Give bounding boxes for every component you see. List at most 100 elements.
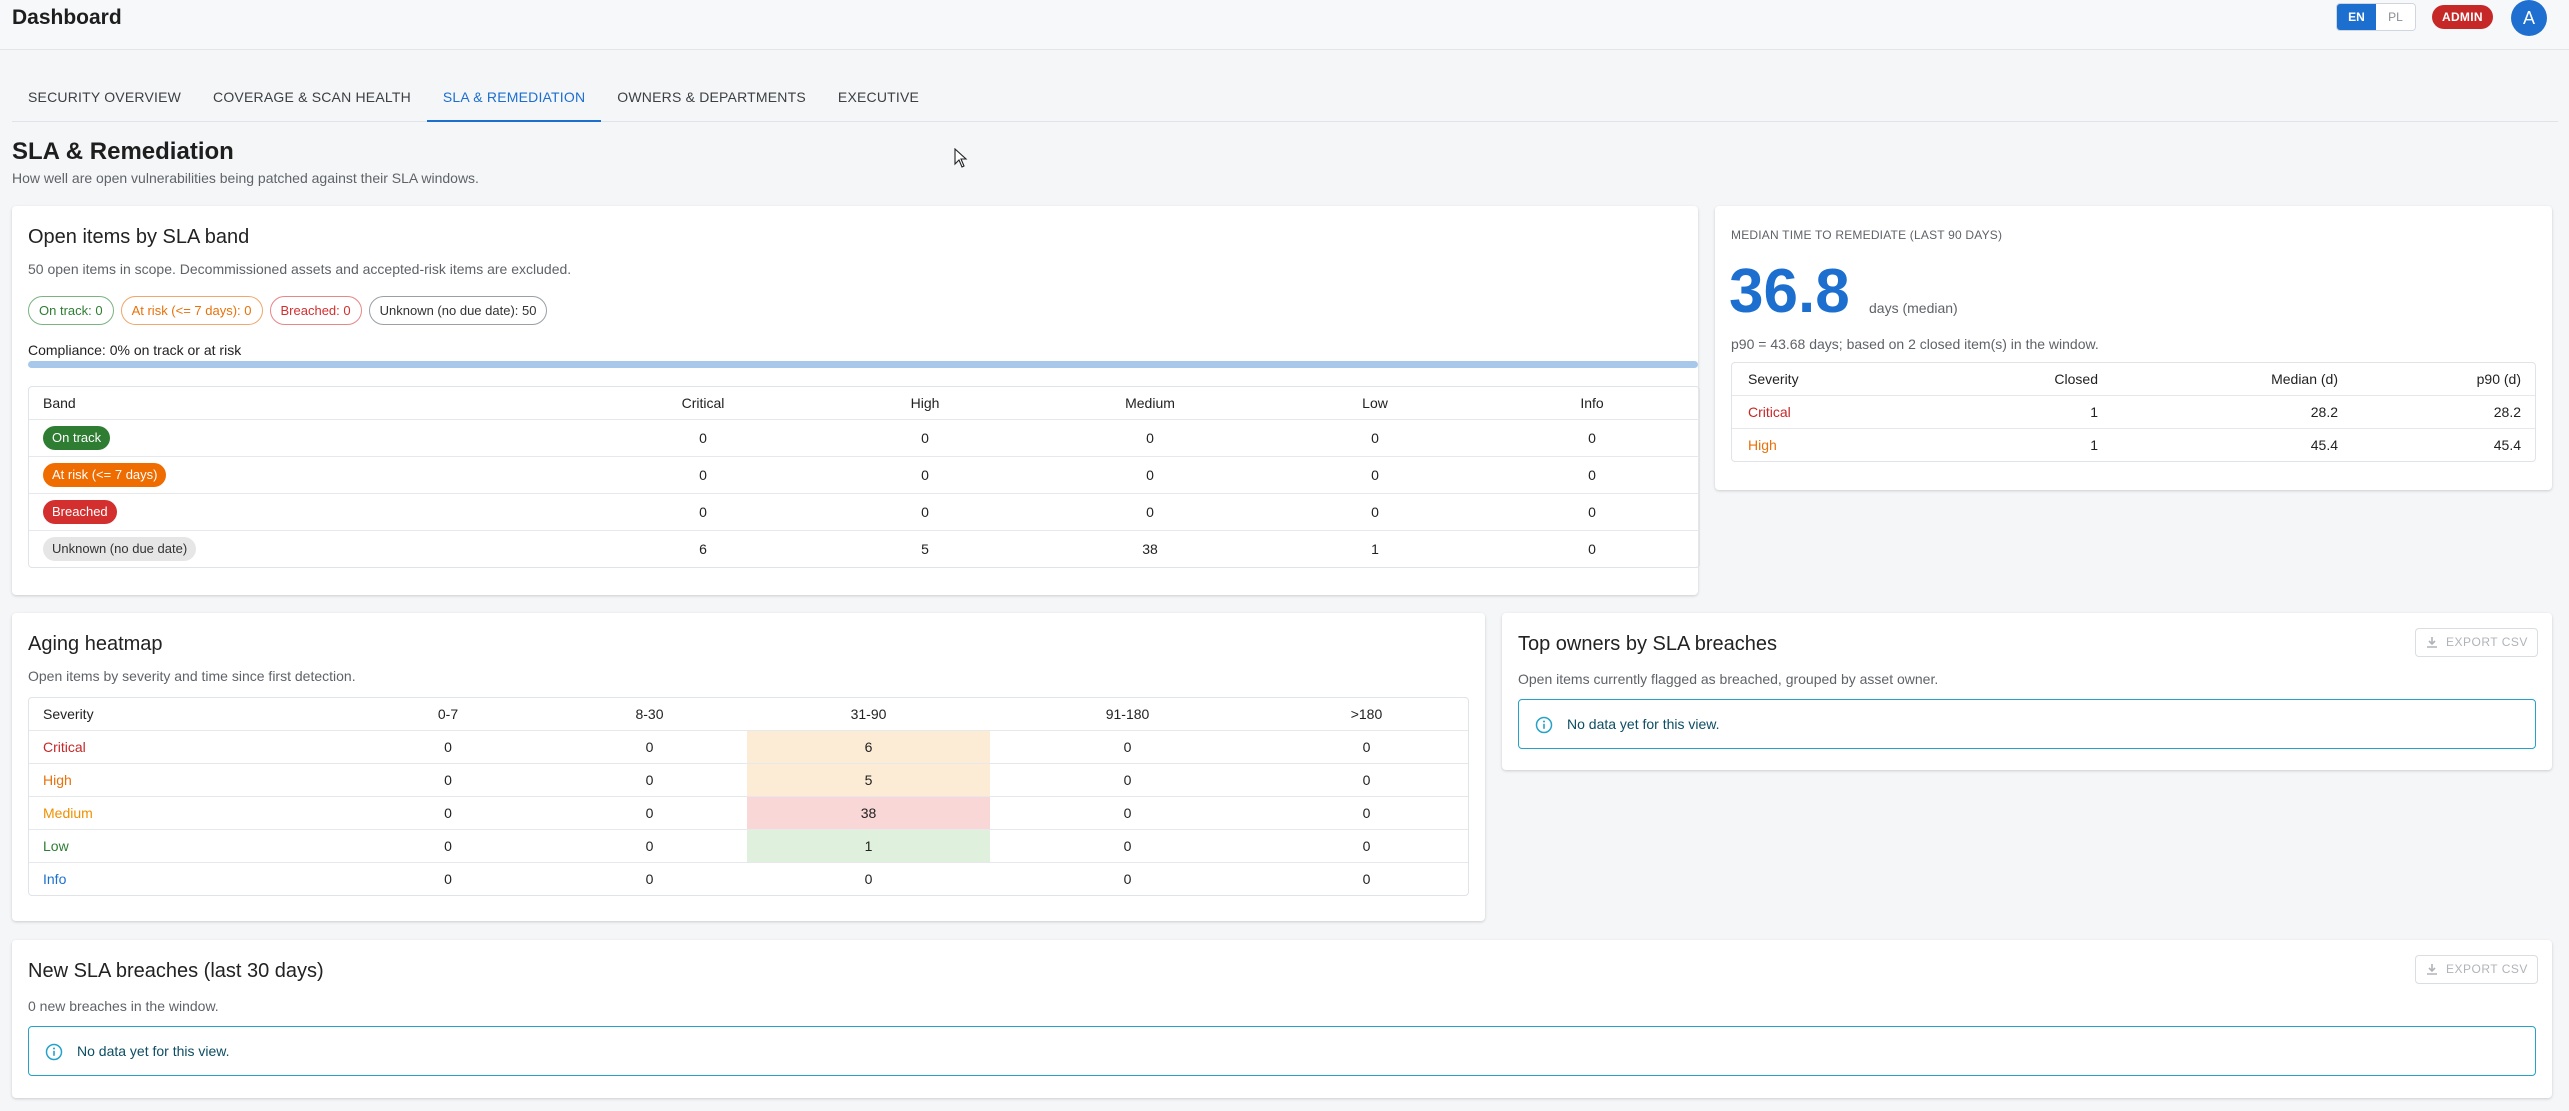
table-header-row: Band Critical High Medium Low Info bbox=[29, 387, 1699, 420]
app-title: Dashboard bbox=[12, 6, 122, 29]
empty-state-text: No data yet for this view. bbox=[1567, 716, 1720, 732]
mttr-card: MEDIAN TIME TO REMEDIATE (LAST 90 DAYS) … bbox=[1715, 206, 2552, 490]
language-toggle[interactable]: EN PL bbox=[2336, 3, 2416, 31]
lang-en-button[interactable]: EN bbox=[2337, 4, 2376, 30]
table-cell: 1 bbox=[2090, 436, 2098, 453]
table-row: Low 0 0 1 0 0 bbox=[29, 829, 1468, 863]
sla-band-card: Open items by SLA band 50 open items in … bbox=[12, 206, 1700, 595]
card-title: Top owners by SLA breaches bbox=[1518, 633, 1778, 655]
heat-cell: 0 bbox=[990, 829, 1265, 863]
heat-cell: 0 bbox=[552, 730, 747, 764]
page-title: SLA & Remediation bbox=[12, 138, 234, 165]
column-header: 91-180 bbox=[990, 698, 1265, 731]
lang-pl-button[interactable]: PL bbox=[2376, 4, 2415, 30]
tab-sla-remediation[interactable]: SLA & REMEDIATION bbox=[426, 78, 602, 122]
aging-heatmap-table: Severity 0-7 8-30 31-90 91-180 >180 Crit… bbox=[28, 697, 1469, 896]
band-cell: Breached bbox=[29, 493, 591, 531]
column-header: 8-30 bbox=[552, 698, 747, 731]
table-cell: 28.2 bbox=[2112, 395, 2352, 429]
compliance-label: Compliance: 0% on track or at risk bbox=[28, 342, 242, 358]
band-pill-at-risk: At risk (<= 7 days) bbox=[43, 462, 167, 487]
table-cell: 0 bbox=[591, 493, 815, 531]
mttr-label: MEDIAN TIME TO REMEDIATE (LAST 90 DAYS) bbox=[1731, 228, 2003, 242]
heat-cell: 0 bbox=[1265, 730, 1468, 764]
empty-state-alert: No data yet for this view. bbox=[28, 1026, 2536, 1076]
export-csv-button[interactable]: EXPORT CSV bbox=[2415, 955, 2538, 984]
heat-cell: 0 bbox=[552, 829, 747, 863]
heat-cell: 0 bbox=[1265, 763, 1468, 797]
empty-state-text: No data yet for this view. bbox=[77, 1043, 230, 1059]
tab-owners-departments[interactable]: OWNERS & DEPARTMENTS bbox=[617, 89, 806, 105]
heat-cell: 5 bbox=[747, 763, 990, 797]
table-cell: 0 bbox=[1485, 493, 1699, 531]
heat-cell: 1 bbox=[747, 829, 990, 863]
export-csv-button[interactable]: EXPORT CSV bbox=[2415, 628, 2538, 657]
download-icon bbox=[2427, 637, 2437, 648]
tab-coverage-scan-health[interactable]: COVERAGE & SCAN HEALTH bbox=[213, 89, 411, 105]
mttr-severity-table: Severity Closed Median (d) p90 (d) Criti… bbox=[1731, 362, 2536, 462]
chip-on-track[interactable]: On track: 0 bbox=[28, 296, 114, 325]
severity-label: High bbox=[29, 763, 344, 797]
card-subtitle: Open items currently flagged as breached… bbox=[1518, 671, 1939, 687]
band-cell: At risk (<= 7 days) bbox=[29, 456, 591, 494]
card-title: New SLA breaches (last 30 days) bbox=[28, 960, 324, 982]
column-header: Median (d) bbox=[2112, 363, 2352, 396]
column-header: Severity bbox=[1732, 363, 1932, 396]
card-subtitle: 50 open items in scope. Decommissioned a… bbox=[28, 261, 572, 277]
table-cell: 0 bbox=[1588, 540, 1596, 557]
heat-cell: 0 bbox=[344, 763, 552, 797]
heat-cell: 0 bbox=[645, 870, 654, 887]
mouse-cursor-icon bbox=[954, 148, 968, 168]
mttr-note: p90 = 43.68 days; based on 2 closed item… bbox=[1731, 336, 2099, 352]
column-header: Critical bbox=[591, 387, 815, 420]
column-header: >180 bbox=[1265, 698, 1468, 731]
table-cell: 0 bbox=[815, 493, 1035, 531]
heat-cell: 0 bbox=[344, 730, 552, 764]
column-header: Info bbox=[1485, 387, 1699, 420]
severity-label: Medium bbox=[29, 796, 344, 830]
table-row: Critical 0 0 6 0 0 bbox=[29, 730, 1468, 764]
column-header: Low bbox=[1265, 387, 1485, 420]
table-cell: 0 bbox=[1265, 456, 1485, 494]
tab-executive[interactable]: EXECUTIVE bbox=[837, 89, 920, 105]
column-header: Band bbox=[29, 387, 591, 420]
role-badge: ADMIN bbox=[2432, 5, 2493, 29]
chip-unknown[interactable]: Unknown (no due date): 50 bbox=[368, 296, 548, 325]
table-row: High 0 0 5 0 0 bbox=[29, 763, 1468, 797]
tab-bar: SECURITY OVERVIEW COVERAGE & SCAN HEALTH… bbox=[12, 78, 2558, 122]
mttr-unit: days (median) bbox=[1869, 300, 1958, 316]
aging-heatmap-card: Aging heatmap Open items by severity and… bbox=[12, 613, 1485, 921]
heat-cell: 0 bbox=[990, 796, 1265, 830]
table-row: High 1 45.4 45.4 bbox=[1732, 428, 2535, 461]
chip-at-risk[interactable]: At risk (<= 7 days): 0 bbox=[120, 296, 263, 325]
heat-cell: 0 bbox=[1362, 870, 1371, 887]
empty-state-alert: No data yet for this view. bbox=[1518, 699, 2536, 749]
chip-breached[interactable]: Breached: 0 bbox=[269, 296, 362, 325]
table-cell: 0 bbox=[591, 419, 815, 457]
table-row: Breached 0 0 0 0 0 bbox=[29, 493, 1699, 531]
compliance-progress-bar bbox=[28, 361, 1698, 368]
column-header: Severity bbox=[29, 698, 344, 731]
avatar[interactable]: A bbox=[2511, 0, 2547, 36]
heat-cell: 0 bbox=[990, 763, 1265, 797]
table-cell: 1 bbox=[1371, 540, 1379, 557]
tab-security-overview[interactable]: SECURITY OVERVIEW bbox=[28, 89, 182, 105]
new-breaches-card: New SLA breaches (last 30 days) 0 new br… bbox=[12, 940, 2552, 1098]
table-row: Critical 1 28.2 28.2 bbox=[1732, 395, 2535, 429]
column-header: 0-7 bbox=[344, 698, 552, 731]
card-title: Aging heatmap bbox=[28, 633, 163, 655]
table-header-row: Severity 0-7 8-30 31-90 91-180 >180 bbox=[29, 698, 1468, 731]
heat-cell: 38 bbox=[747, 796, 990, 830]
table-cell: 0 bbox=[1485, 419, 1699, 457]
heat-cell: 0 bbox=[1265, 796, 1468, 830]
top-owners-card: Top owners by SLA breaches Open items cu… bbox=[1502, 613, 2552, 770]
table-header-row: Severity Closed Median (d) p90 (d) bbox=[1732, 363, 2535, 396]
table-row: At risk (<= 7 days) 0 0 0 0 0 bbox=[29, 456, 1699, 494]
table-row: Info 0 0 0 0 0 bbox=[29, 862, 1468, 895]
table-cell: 45.4 bbox=[2310, 436, 2338, 453]
table-row: Unknown (no due date) 6 5 38 1 0 bbox=[29, 530, 1699, 567]
severity-label: High bbox=[1748, 436, 1777, 453]
card-title: Open items by SLA band bbox=[28, 226, 250, 248]
band-pill-unknown: Unknown (no due date) bbox=[43, 536, 197, 561]
export-csv-label: EXPORT CSV bbox=[2446, 962, 2528, 976]
